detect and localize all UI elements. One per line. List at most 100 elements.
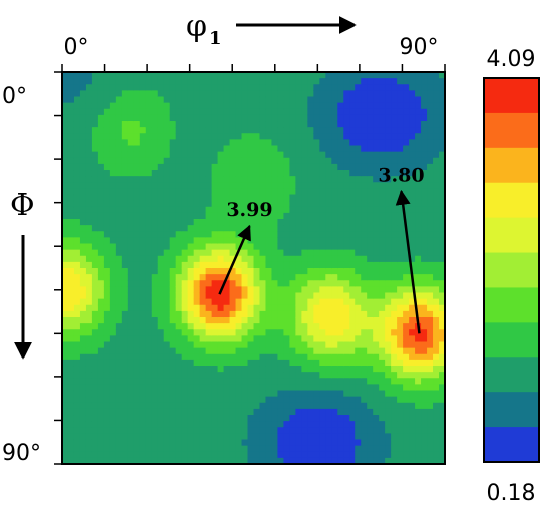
heatmap-cell	[307, 237, 314, 245]
heatmap-cell	[205, 133, 213, 140]
heatmap-cell	[235, 121, 243, 128]
heatmap-cell	[313, 457, 320, 464]
heatmap-cell	[229, 317, 237, 324]
heatmap-cell	[343, 396, 350, 404]
heatmap-cell	[223, 225, 231, 232]
heatmap-cell	[313, 353, 320, 361]
heatmap-cell	[421, 280, 428, 287]
heatmap-cell	[373, 439, 380, 447]
heatmap-cell	[205, 145, 213, 153]
heatmap-cell	[223, 249, 231, 257]
heatmap-cell	[373, 206, 380, 214]
heatmap-cell	[379, 219, 386, 226]
heatmap-cell	[79, 341, 87, 349]
heatmap-cell	[355, 329, 362, 336]
heatmap-cell	[265, 102, 273, 110]
heatmap-cell	[325, 157, 332, 165]
heatmap-cell	[97, 433, 105, 441]
heatmap-cell	[373, 372, 380, 379]
heatmap-cell	[289, 102, 296, 110]
heatmap-cell	[433, 231, 440, 238]
heatmap-cell	[97, 176, 105, 183]
heatmap-cell	[211, 145, 219, 153]
heatmap-cell	[121, 188, 129, 196]
heatmap-cell	[397, 90, 404, 98]
heatmap-cell	[319, 84, 326, 91]
heatmap-cell	[217, 225, 225, 232]
heatmap-cell	[109, 317, 117, 324]
heatmap-cell	[187, 304, 195, 312]
heatmap-cell	[193, 261, 201, 269]
heatmap-cell	[409, 421, 416, 428]
heatmap-cell	[361, 347, 368, 355]
heatmap-cell	[415, 421, 422, 428]
heatmap-cell	[133, 182, 141, 189]
heatmap-cell	[139, 249, 147, 257]
heatmap-cell	[217, 408, 225, 416]
heatmap-cell	[145, 108, 153, 116]
heatmap-cell	[121, 261, 129, 269]
heatmap-cell	[259, 384, 267, 392]
heatmap-cell	[367, 280, 374, 287]
heatmap-cell	[289, 157, 296, 165]
heatmap-cell	[145, 78, 153, 85]
heatmap-cell	[211, 200, 219, 208]
heatmap-cell	[277, 402, 285, 410]
heatmap-cell	[223, 133, 231, 140]
heatmap-cell	[391, 286, 398, 294]
heatmap-cell	[343, 90, 350, 98]
heatmap-cell	[223, 433, 231, 441]
heatmap-cell	[289, 225, 296, 232]
heatmap-cell	[169, 353, 177, 361]
heatmap-cell	[415, 194, 422, 202]
heatmap-cell	[175, 335, 183, 343]
heatmap-cell	[121, 292, 129, 300]
heatmap-cell	[121, 408, 129, 416]
heatmap-cell	[253, 341, 261, 349]
heatmap-cell	[247, 408, 255, 416]
heatmap-cell	[409, 310, 416, 318]
heatmap-cell	[157, 170, 165, 177]
heatmap-cell	[109, 102, 117, 110]
heatmap-cell	[62, 415, 69, 422]
heatmap-cell	[67, 133, 75, 140]
heatmap-cell	[91, 329, 99, 336]
heatmap-cell	[139, 176, 147, 183]
heatmap-cell	[271, 304, 279, 312]
heatmap-cell	[337, 353, 344, 361]
heatmap-cell	[193, 163, 201, 171]
heatmap-cell	[415, 133, 422, 140]
heatmap-cell	[379, 170, 386, 177]
heatmap-cell	[421, 157, 428, 165]
heatmap-cell	[403, 421, 410, 428]
heatmap-cell	[217, 390, 225, 398]
heatmap-cell	[283, 96, 290, 104]
heatmap-cell	[403, 90, 410, 98]
heatmap-cell	[85, 176, 93, 183]
heatmap-cell	[127, 249, 135, 257]
heatmap-cell	[163, 219, 171, 226]
heatmap-cell	[217, 378, 225, 385]
heatmap-cell	[427, 219, 434, 226]
heatmap-cell	[241, 439, 249, 447]
heatmap-cell	[427, 292, 434, 300]
heatmap-cell	[145, 102, 153, 110]
heatmap-cell	[325, 298, 332, 306]
heatmap-cell	[271, 114, 279, 122]
heatmap-cell	[169, 402, 177, 410]
x-tick-label-end: 90°	[400, 35, 439, 60]
heatmap-cell	[337, 212, 344, 220]
heatmap-cell	[349, 359, 356, 367]
heatmap-cell	[145, 359, 153, 367]
heatmap-cell	[355, 359, 362, 367]
heatmap-cell	[265, 151, 273, 159]
heatmap-cell	[169, 268, 177, 275]
heatmap-cell	[439, 421, 445, 428]
heatmap-cell	[169, 163, 177, 171]
heatmap-cell	[313, 304, 320, 312]
heatmap-cell	[301, 145, 308, 153]
heatmap-cell	[415, 231, 422, 238]
heatmap-cell	[109, 292, 117, 300]
heatmap-cell	[307, 274, 314, 281]
heatmap-cell	[271, 151, 279, 159]
